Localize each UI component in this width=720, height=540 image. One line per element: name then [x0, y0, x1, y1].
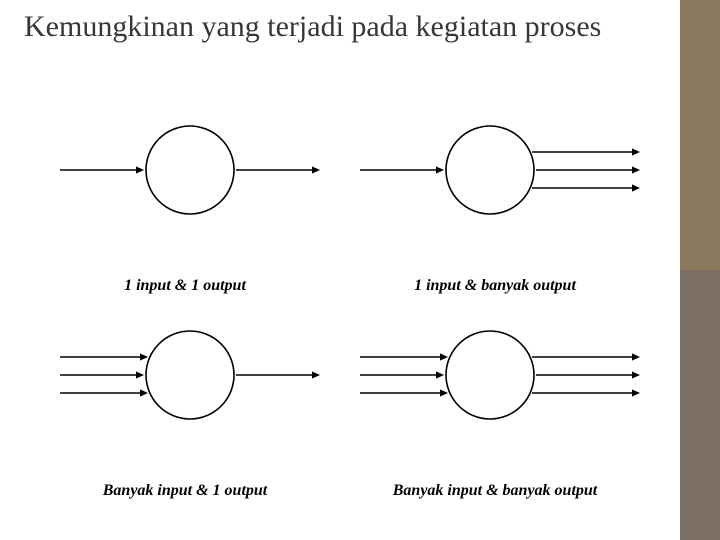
cell-manyin-manyout: Banyak input & banyak output: [350, 315, 640, 510]
side-strip: [680, 0, 720, 540]
page-title: Kemungkinan yang terjadi pada kegiatan p…: [24, 10, 650, 45]
cell-manyin-1out: Banyak input & 1 output: [40, 315, 330, 510]
caption-manyin-1out: Banyak input & 1 output: [40, 482, 330, 500]
process-diagram: [350, 315, 650, 465]
cell-1in-1out: 1 input & 1 output: [40, 110, 330, 305]
side-strip-top: [680, 0, 720, 270]
caption-1in-manyout: 1 input & banyak output: [350, 277, 640, 295]
cell-1in-manyout: 1 input & banyak output: [350, 110, 640, 305]
caption-manyin-manyout: Banyak input & banyak output: [350, 482, 640, 500]
process-diagram: [40, 110, 340, 260]
caption-1in-1out: 1 input & 1 output: [40, 277, 330, 295]
side-strip-bottom: [680, 270, 720, 540]
process-diagram: [350, 110, 650, 260]
slide: Kemungkinan yang terjadi pada kegiatan p…: [0, 0, 720, 540]
diagram-grid: 1 input & 1 output 1 input & banyak outp…: [40, 110, 640, 510]
process-diagram: [40, 315, 340, 465]
